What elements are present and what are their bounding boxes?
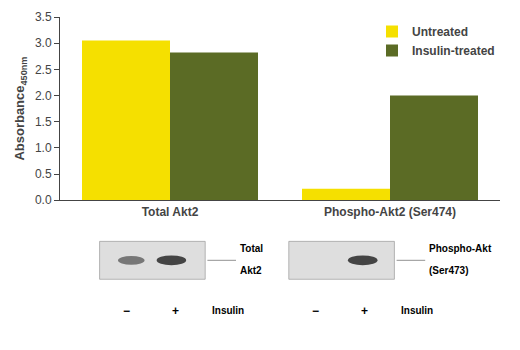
svg-text:3.5: 3.5: [35, 10, 52, 24]
svg-text:0.5: 0.5: [35, 167, 52, 181]
svg-text:Akt2: Akt2: [240, 265, 262, 276]
svg-text:1.0: 1.0: [35, 141, 52, 155]
svg-text:Phospho-Akt: Phospho-Akt: [429, 243, 492, 254]
svg-text:(Ser473): (Ser473): [429, 265, 468, 276]
svg-text:Total: Total: [240, 243, 263, 254]
svg-text:Insulin-treated: Insulin-treated: [412, 44, 495, 58]
svg-text:Phospho-Akt2 (Ser474): Phospho-Akt2 (Ser474): [324, 205, 456, 219]
svg-text:2.5: 2.5: [35, 63, 52, 77]
svg-text:Untreated: Untreated: [412, 25, 468, 39]
svg-text:3.0: 3.0: [35, 36, 52, 50]
svg-text:Insulin: Insulin: [212, 305, 244, 316]
svg-text:0.0: 0.0: [35, 193, 52, 207]
svg-text:2.0: 2.0: [35, 89, 52, 103]
svg-text:Total Akt2: Total Akt2: [142, 205, 199, 219]
svg-text:Insulin: Insulin: [401, 305, 433, 316]
svg-text:+: +: [361, 304, 368, 318]
svg-text:+: +: [172, 304, 179, 318]
svg-text:−: −: [312, 304, 319, 318]
svg-text:1.5: 1.5: [35, 115, 52, 129]
svg-text:−: −: [123, 304, 130, 318]
svg-text:Absorbance​450nm​: Absorbance​450nm​: [12, 57, 29, 161]
